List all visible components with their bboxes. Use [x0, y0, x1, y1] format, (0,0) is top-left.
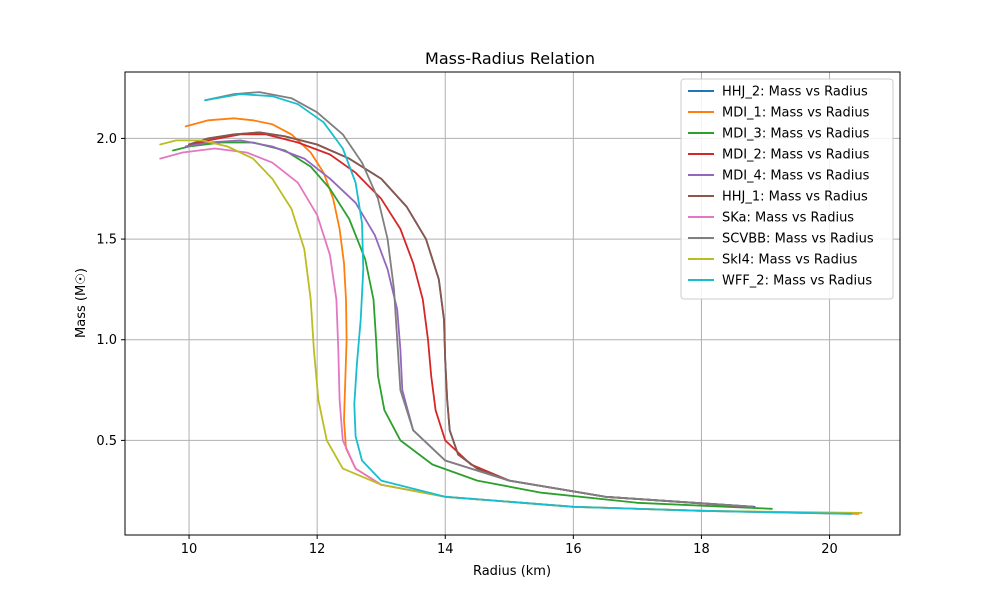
legend-label: SkI4: Mass vs Radius — [722, 253, 858, 268]
x-tick-label: 20 — [821, 542, 838, 557]
x-tick-label: 12 — [309, 542, 326, 557]
y-tick-label: 1.0 — [96, 333, 117, 348]
x-axis-label: Radius (km) — [473, 564, 551, 579]
series-line-0 — [188, 131, 756, 508]
series-line-4 — [184, 139, 754, 508]
legend-label: HHJ_1: Mass vs Radius — [722, 190, 868, 205]
x-tick-label: 14 — [437, 542, 454, 557]
x-tick-label: 18 — [693, 542, 710, 557]
y-tick-label: 0.5 — [96, 434, 117, 449]
series-line-3 — [184, 133, 751, 508]
legend-label: HHJ_2: Mass vs Radius — [722, 85, 868, 100]
series-line-5 — [188, 131, 754, 508]
series-line-7 — [204, 91, 754, 508]
legend-label: MDI_3: Mass vs Radius — [722, 127, 870, 142]
y-axis-label: Mass (M☉) — [74, 268, 89, 338]
y-tick-label: 1.5 — [96, 233, 117, 248]
legend-label: MDI_2: Mass vs Radius — [722, 148, 870, 163]
legend-label: MDI_1: Mass vs Radius — [722, 106, 870, 121]
x-tick-label: 16 — [565, 542, 582, 557]
legend-label: SKa: Mass vs Radius — [722, 211, 854, 226]
legend-box — [680, 78, 894, 300]
x-tick-label: 10 — [181, 542, 198, 557]
legend-label: WFF_2: Mass vs Radius — [722, 274, 872, 289]
chart-title: Mass-Radius Relation — [425, 49, 595, 68]
legend-label: MDI_4: Mass vs Radius — [722, 169, 870, 184]
legend-label: SCVBB: Mass vs Radius — [722, 232, 874, 247]
plot-frame — [124, 71, 901, 536]
series-line-9 — [204, 93, 853, 515]
y-tick-label: 2.0 — [96, 132, 117, 147]
